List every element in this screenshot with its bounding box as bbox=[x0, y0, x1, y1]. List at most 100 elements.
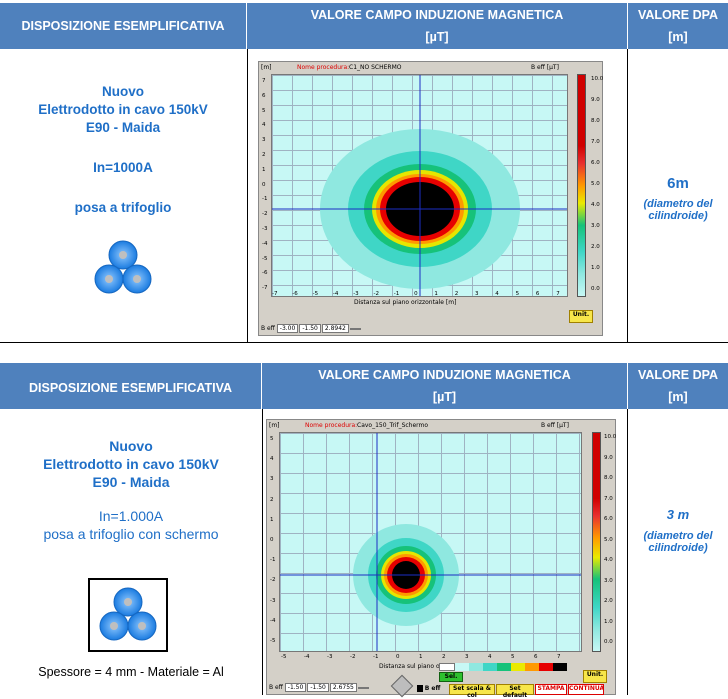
x-tick-label: -6 bbox=[292, 291, 298, 297]
scale-tick-label: 1.0 bbox=[604, 618, 613, 625]
section1-header: DISPOSIZIONE ESEMPLIFICATIVA VALORE CAMP… bbox=[0, 3, 728, 49]
color-scale-2 bbox=[592, 432, 601, 652]
y-tick-label: 7 bbox=[262, 78, 266, 84]
x-tick-label: 7 bbox=[557, 654, 561, 660]
x-tick-label: 3 bbox=[465, 654, 469, 660]
section1-body: Nuovo Elettrodotto in cavo 150kV E90 - M… bbox=[0, 49, 728, 343]
x-tick-label: 5 bbox=[515, 291, 520, 297]
x-tick-label: -4 bbox=[332, 291, 339, 297]
field-map-plot-2 bbox=[279, 432, 582, 652]
cursor-readout-1: B eff -3.00 -1.50 2.8942 bbox=[261, 324, 362, 333]
y-tick-label: 2 bbox=[270, 496, 274, 503]
print-button[interactable]: STAMPA bbox=[535, 684, 567, 695]
scale-tick-label: 7.0 bbox=[604, 495, 613, 502]
continue-button[interactable]: CONTINUA bbox=[568, 684, 604, 695]
x-tick-label: 4 bbox=[495, 291, 499, 297]
section2-body: Nuovo Elettrodotto in cavo 150kV E90 - M… bbox=[0, 409, 728, 699]
x-tick-label: 2 bbox=[442, 654, 446, 660]
y-tick-label: 0 bbox=[270, 537, 274, 543]
x-tick-label: -3 bbox=[327, 654, 333, 660]
x-tick-label: 3 bbox=[475, 291, 479, 297]
scale-tick-label: 5.0 bbox=[591, 181, 600, 187]
shield-spec: Spessore = 4 mm - Materiale = Al bbox=[38, 665, 224, 679]
y-tick-label: -6 bbox=[262, 270, 268, 277]
y-tick-label: 3 bbox=[262, 137, 266, 144]
scale-tick-label: 10.0 bbox=[591, 76, 604, 82]
scale-tick-label: 3.0 bbox=[591, 223, 600, 229]
y-tick-label: 5 bbox=[262, 107, 266, 114]
header-field: VALORE CAMPO INDUZIONE MAGNETICA [µT] bbox=[262, 363, 628, 409]
y-tick-label: -5 bbox=[262, 255, 268, 262]
x-tick-label: -4 bbox=[304, 654, 310, 660]
field-map-plot-1 bbox=[271, 74, 568, 297]
scale-tick-label: 8.0 bbox=[604, 475, 613, 481]
set-default-button[interactable]: Set default bbox=[496, 684, 534, 699]
scale-tick-label: 4.0 bbox=[604, 557, 613, 563]
header-field: VALORE CAMPO INDUZIONE MAGNETICA [µT] bbox=[247, 3, 628, 49]
scale-tick-label: 2.0 bbox=[591, 244, 600, 250]
y-tick-label: 2 bbox=[262, 152, 266, 158]
cursor-readout-2: B eff -1.50 -1.50 2.6755 bbox=[269, 683, 370, 692]
section2-description: Nuovo Elettrodotto in cavo 150kV E90 - M… bbox=[43, 438, 219, 542]
scale-tick-label: 10.0 bbox=[604, 434, 617, 440]
x-tick-label: 1 bbox=[434, 291, 438, 297]
scale-tick-label: 6.0 bbox=[591, 160, 600, 166]
unit-button[interactable]: Unit. bbox=[583, 670, 607, 683]
unit-button[interactable]: Unit. bbox=[569, 310, 593, 323]
x-tick-label: 4 bbox=[488, 654, 492, 660]
x-tick-label: 1 bbox=[419, 654, 423, 660]
header-dpa: VALORE DPA [m] bbox=[637, 8, 719, 44]
y-tick-label: -1 bbox=[270, 557, 276, 564]
y-tick-label: -7 bbox=[262, 285, 268, 292]
y-tick-label: 3 bbox=[270, 476, 274, 483]
scale-tick-label: 0.0 bbox=[604, 639, 613, 645]
select-button[interactable]: Sel. bbox=[439, 672, 463, 682]
scale-tick-label: 2.0 bbox=[604, 598, 613, 604]
palette-strip bbox=[439, 663, 567, 671]
y-tick-label: -5 bbox=[270, 638, 276, 644]
scale-tick-label: 5.0 bbox=[604, 536, 613, 543]
y-tick-label: 0 bbox=[262, 181, 266, 188]
set-scale-button[interactable]: Set scala & col bbox=[449, 684, 495, 699]
y-tick-label: -3 bbox=[270, 597, 276, 604]
x-tick-label: -1 bbox=[373, 654, 379, 660]
shielded-cables-icon bbox=[88, 578, 168, 652]
section1-dpa: 6m (diametro del cilindroide) bbox=[643, 175, 713, 222]
color-scale-1 bbox=[577, 74, 586, 297]
navigation-pad-icon[interactable] bbox=[390, 674, 414, 698]
y-tick-label: -3 bbox=[262, 226, 268, 232]
y-tick-label: -2 bbox=[262, 211, 268, 218]
simulation-window-2: [m] Nome procedura: Cavo_150_Trif_Scherm… bbox=[266, 419, 617, 699]
x-tick-label: 0 bbox=[414, 291, 418, 297]
header-dpa: VALORE DPA [m] bbox=[637, 368, 719, 404]
y-tick-label: 6 bbox=[262, 92, 266, 99]
x-tick-label: -3 bbox=[353, 291, 359, 297]
scale-tick-label: 7.0 bbox=[591, 139, 600, 145]
y-tick-label: 1 bbox=[270, 516, 274, 523]
x-tick-label: 0 bbox=[396, 654, 400, 660]
trefoil-cables-icon bbox=[94, 240, 152, 294]
section2-dpa: 3 m (diametro del cilindroide) bbox=[643, 507, 713, 554]
y-tick-label: -1 bbox=[262, 196, 268, 203]
x-tick-label: 6 bbox=[535, 291, 540, 297]
y-tick-label: 4 bbox=[270, 456, 274, 463]
y-tick-label: 1 bbox=[262, 166, 266, 173]
x-tick-label: -2 bbox=[350, 654, 356, 660]
scale-tick-label: 1.0 bbox=[591, 265, 600, 271]
y-tick-label: -4 bbox=[262, 240, 268, 247]
scale-tick-label: 0.0 bbox=[591, 286, 600, 292]
scale-tick-label: 8.0 bbox=[591, 118, 600, 124]
simulation-window-1: [m] Nome procedura: C1_NO SCHERMO B eff … bbox=[258, 61, 603, 336]
x-tick-label: -5 bbox=[281, 654, 287, 660]
scale-tick-label: 9.0 bbox=[604, 454, 613, 461]
y-tick-label: -4 bbox=[270, 617, 276, 624]
x-tick-label: 7 bbox=[556, 291, 560, 297]
section2-header: DISPOSIZIONE ESEMPLIFICATIVA VALORE CAMP… bbox=[0, 363, 728, 409]
header-arrangement: DISPOSIZIONE ESEMPLIFICATIVA bbox=[0, 363, 262, 409]
x-tick-label: -2 bbox=[373, 291, 379, 297]
scale-tick-label: 9.0 bbox=[591, 97, 600, 103]
header-arrangement: DISPOSIZIONE ESEMPLIFICATIVA bbox=[0, 3, 247, 49]
y-tick-label: 4 bbox=[262, 122, 266, 129]
x-tick-label: 2 bbox=[454, 291, 459, 297]
y-tick-label: -2 bbox=[270, 577, 276, 584]
